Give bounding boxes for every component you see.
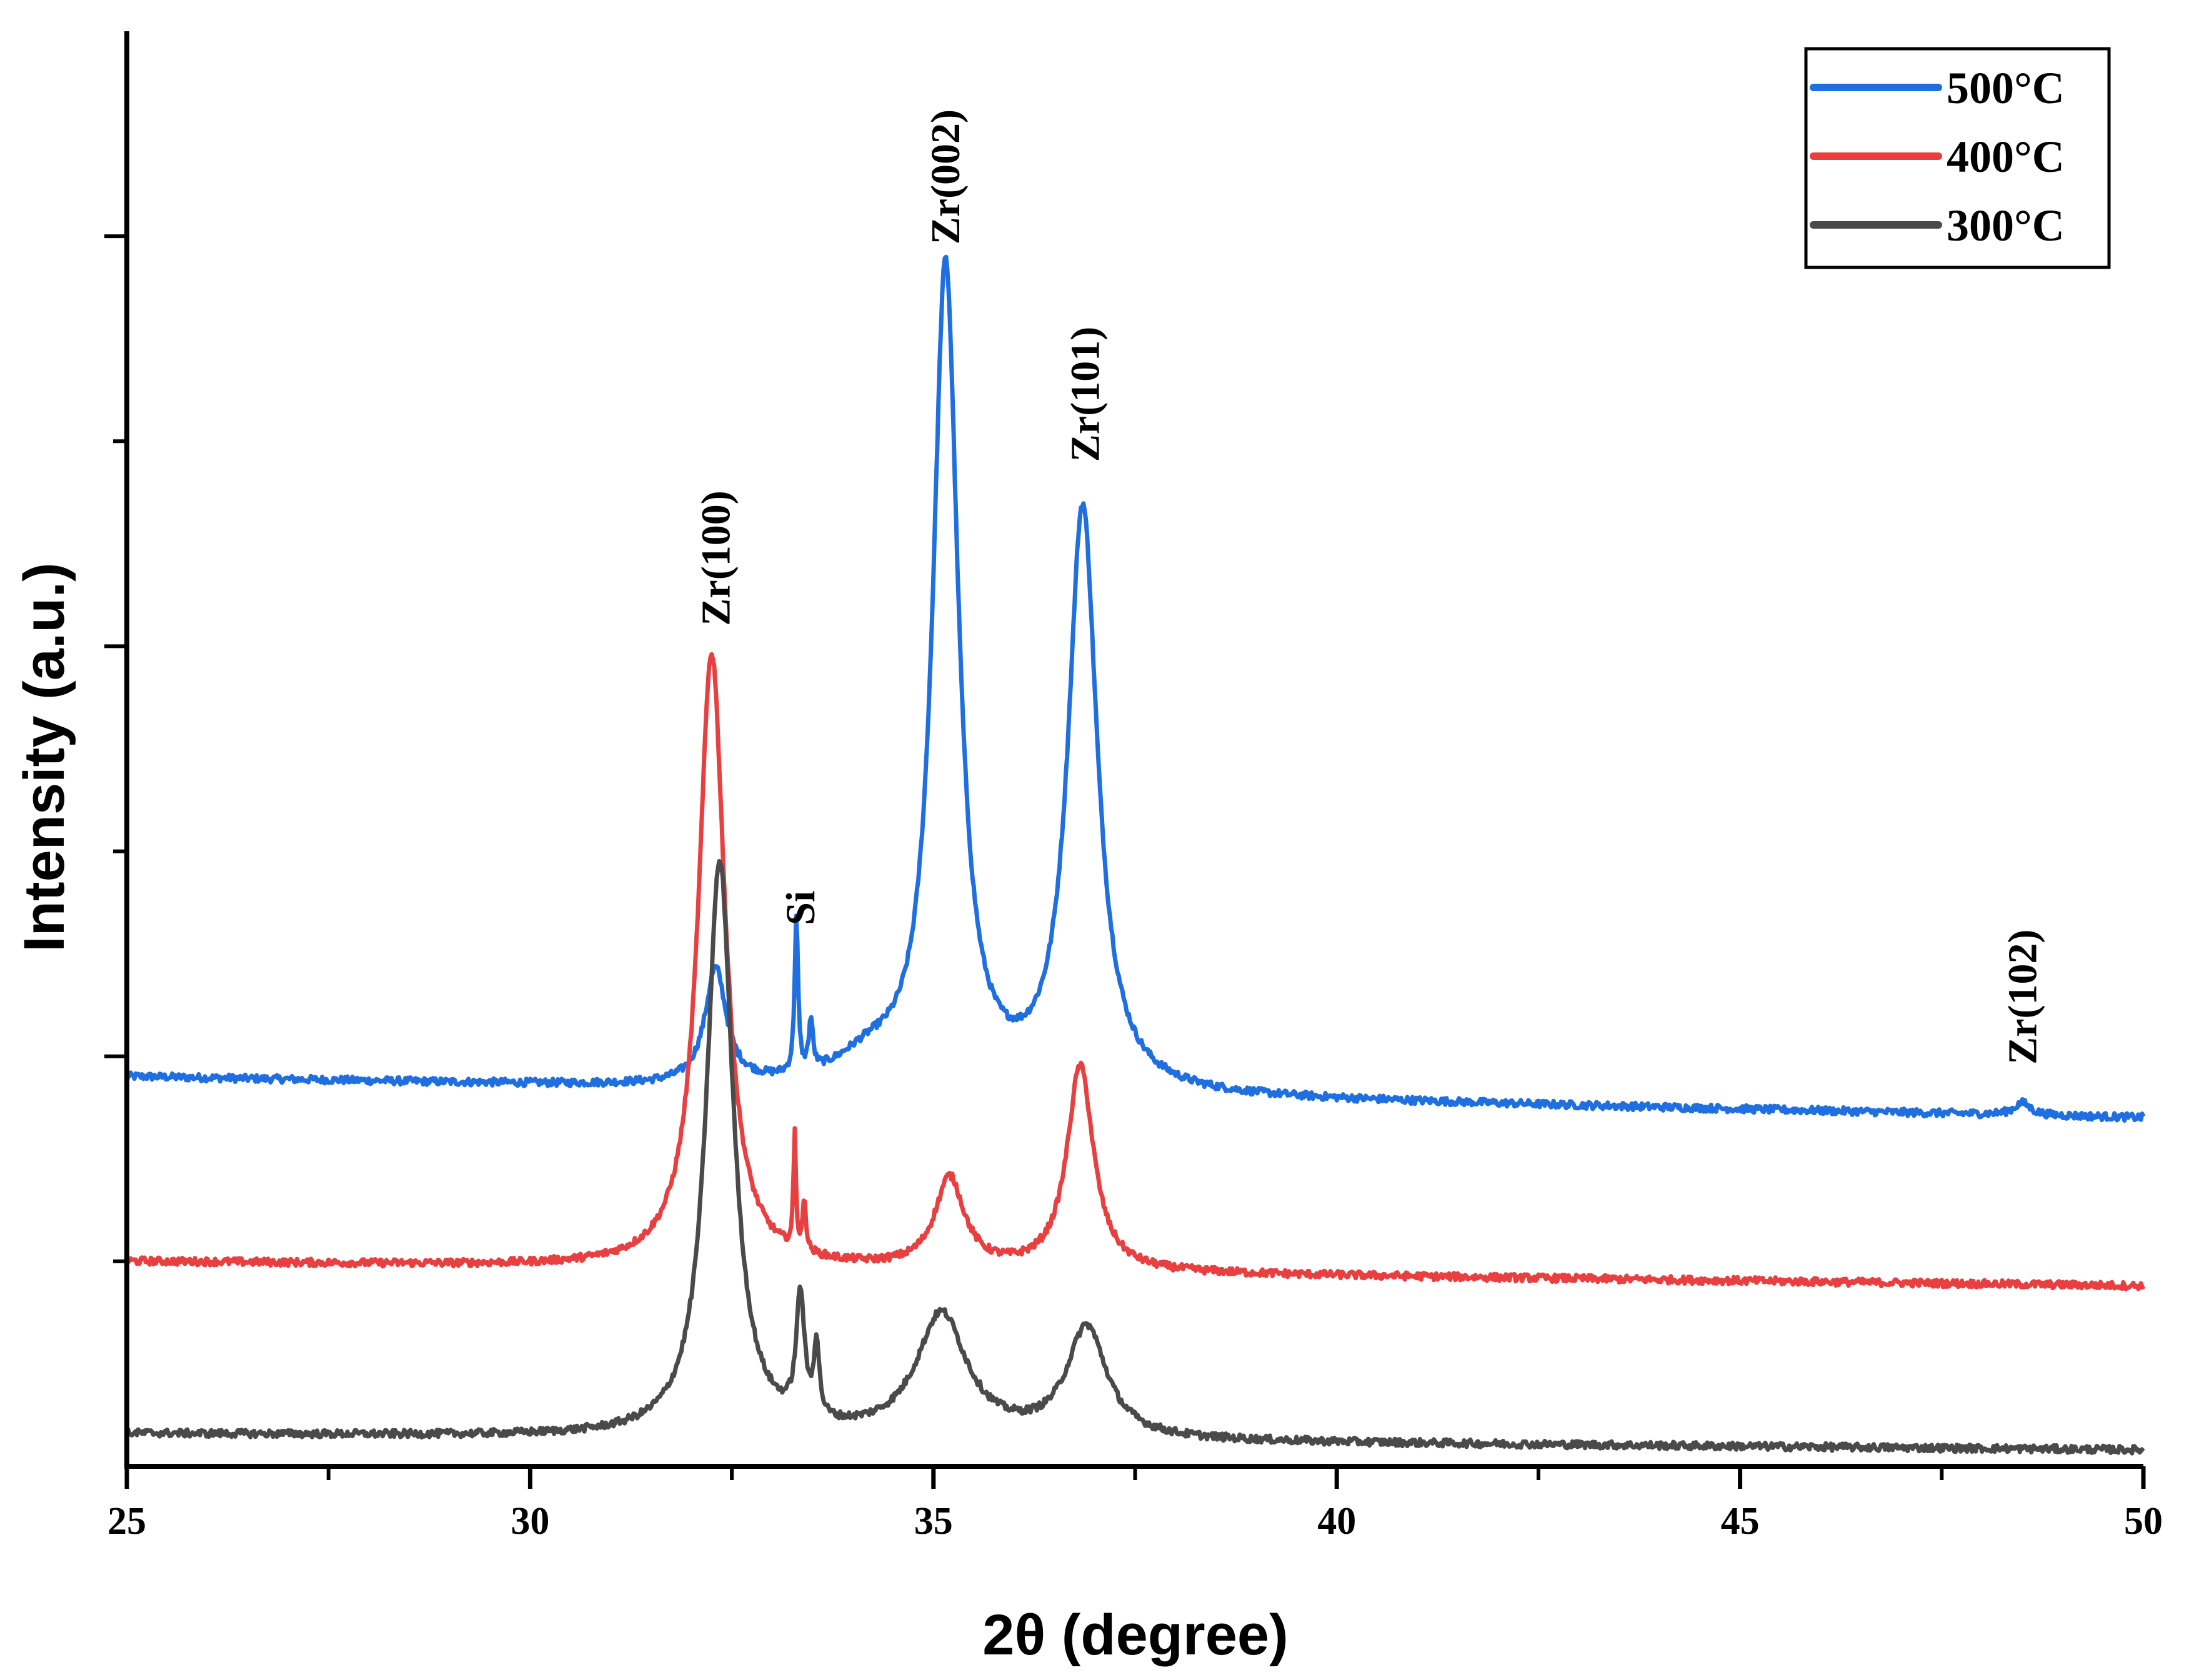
x-tick-label: 30	[511, 1500, 549, 1543]
x-tick-label: 50	[2124, 1500, 2163, 1543]
legend-label: 400°C	[1947, 132, 2065, 182]
legend-label: 300°C	[1947, 201, 2065, 251]
peak-annotation: Zr(101)	[1063, 327, 1109, 462]
series-layer	[124, 254, 2146, 1456]
peak-annotation: Zr(002)	[923, 109, 969, 244]
series-line-300c	[125, 859, 2145, 1456]
y-axis-title: Intensity (a.u.)	[12, 562, 76, 952]
series-line-400c	[125, 652, 2146, 1291]
peak-annotation: Si	[778, 891, 824, 925]
legend: 500°C 400°C 300°C	[1804, 47, 2111, 269]
peak-annotation: Zr(100)	[693, 490, 739, 625]
x-tick-label: 45	[1721, 1500, 1760, 1543]
x-axis-title: 2θ (degree)	[982, 1603, 1288, 1667]
series-line-500c	[124, 254, 2146, 1123]
x-tick-label: 35	[914, 1500, 953, 1543]
x-tick-label: 25	[107, 1500, 146, 1543]
axes-layer: 25 30 35 40 45 50	[104, 31, 2163, 1543]
x-tick-label: 40	[1317, 1500, 1356, 1543]
legend-label: 500°C	[1947, 63, 2065, 113]
annotation-layer: Zr(100) Si Zr(002) Zr(101) Zr(102)	[693, 109, 2045, 1065]
peak-annotation: Zr(102)	[2000, 930, 2045, 1065]
